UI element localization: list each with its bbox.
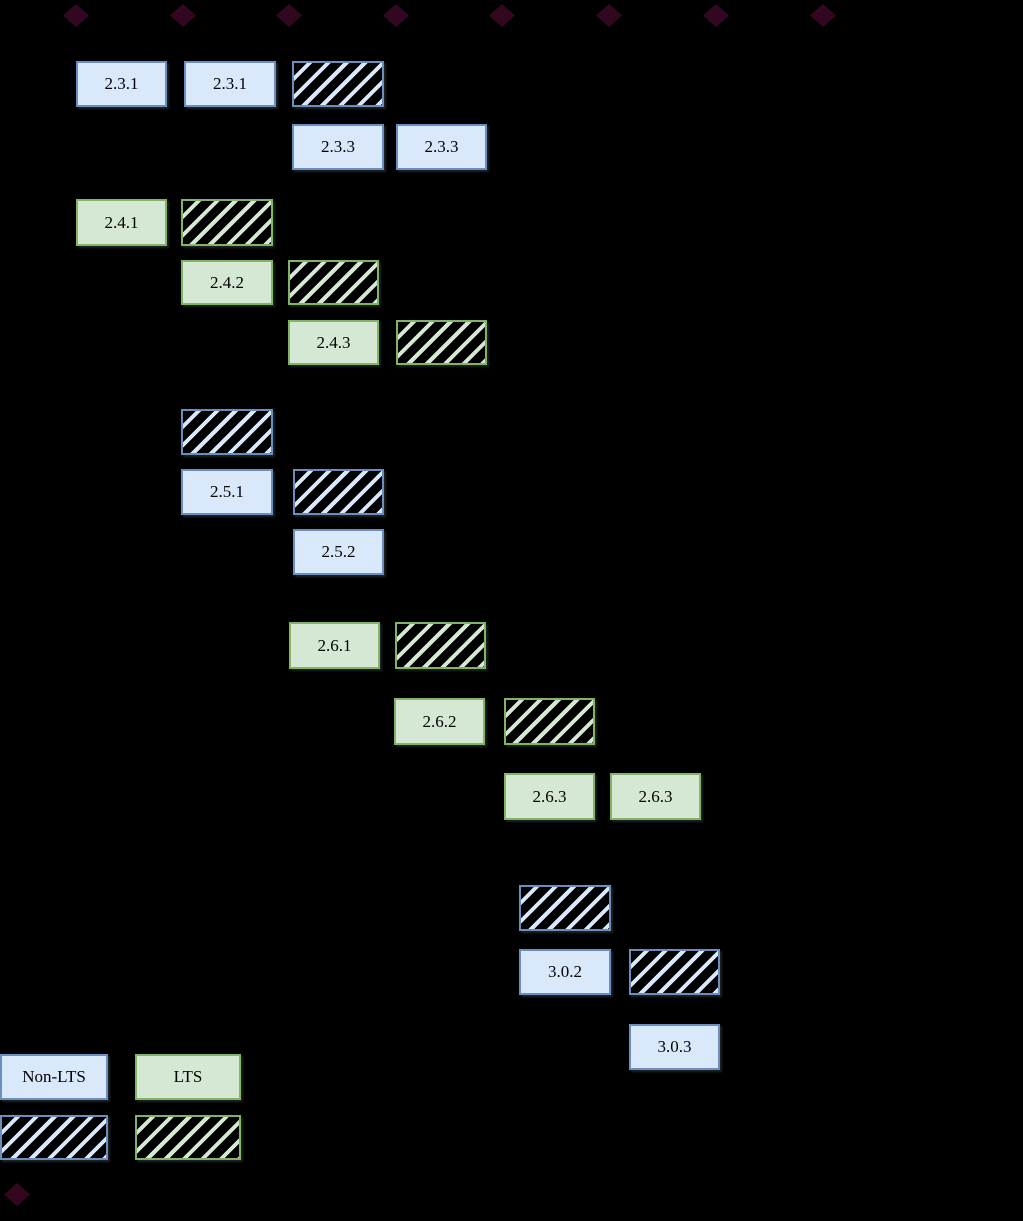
legend-non-lts-hatched-box bbox=[0, 1115, 108, 1160]
version-box-2-3-1-a: 2.3.1 bbox=[76, 61, 167, 107]
milestone-diamond-icon bbox=[63, 4, 89, 27]
version-box-2-3-3-a: 2.3.3 bbox=[292, 124, 384, 170]
version-box-2-5-1: 2.5.1 bbox=[181, 469, 273, 515]
hatched-box-2-4-1 bbox=[181, 199, 273, 246]
version-box-2-6-1: 2.6.1 bbox=[289, 622, 380, 669]
version-box-3-0-2: 3.0.2 bbox=[519, 949, 611, 995]
box-label: 2.3.1 bbox=[104, 74, 139, 93]
milestone-diamond-icon bbox=[4, 1183, 30, 1206]
box-label: 2.3.3 bbox=[424, 137, 459, 156]
box-label: 2.5.2 bbox=[321, 542, 356, 561]
box-label: 2.5.1 bbox=[210, 482, 244, 501]
milestone-diamond-icon bbox=[383, 4, 409, 27]
hatched-box-3-0-2 bbox=[629, 949, 720, 995]
box-label: 3.0.2 bbox=[548, 962, 582, 981]
version-box-3-0-3: 3.0.3 bbox=[629, 1024, 720, 1070]
legend-lts-hatched-box bbox=[135, 1115, 241, 1160]
legend-non-lts-box: Non-LTS bbox=[0, 1054, 108, 1100]
hatched-box-2-3-row bbox=[292, 61, 384, 107]
hatched-box-2-5-1 bbox=[293, 469, 384, 515]
version-box-2-4-3: 2.4.3 bbox=[288, 320, 379, 365]
version-box-2-4-2: 2.4.2 bbox=[181, 260, 273, 305]
hatched-box-3-0-row bbox=[519, 885, 611, 931]
version-box-2-4-1: 2.4.1 bbox=[76, 199, 167, 246]
milestone-diamond-icon bbox=[703, 4, 729, 27]
box-label: 2.6.3 bbox=[638, 786, 673, 806]
box-label: 2.6.2 bbox=[422, 711, 457, 731]
milestone-diamond-icon bbox=[596, 4, 622, 27]
box-label: LTS bbox=[173, 1067, 203, 1086]
box-label: 2.4.3 bbox=[316, 332, 351, 352]
hatched-box-2-4-3 bbox=[396, 320, 487, 365]
milestone-diamond-icon bbox=[170, 4, 196, 27]
hatched-box-2-6-1 bbox=[395, 622, 486, 669]
box-label: 2.3.1 bbox=[213, 74, 247, 93]
milestone-diamond-icon bbox=[276, 4, 302, 27]
box-label: 3.0.3 bbox=[657, 1037, 692, 1056]
hatched-box-2-6-2 bbox=[504, 698, 595, 745]
version-box-2-6-3-a: 2.6.3 bbox=[504, 773, 595, 820]
box-label: 2.6.1 bbox=[317, 635, 352, 655]
milestone-diamond-icon bbox=[810, 4, 836, 27]
legend-lts-box: LTS bbox=[135, 1054, 241, 1100]
version-box-2-5-2: 2.5.2 bbox=[293, 529, 384, 575]
milestone-diamond-icon bbox=[489, 4, 515, 27]
hatched-box-2-5-row bbox=[181, 409, 273, 455]
version-box-2-6-2: 2.6.2 bbox=[394, 698, 485, 745]
hatched-box-2-4-2 bbox=[288, 260, 379, 305]
version-box-2-3-1-b: 2.3.1 bbox=[184, 61, 276, 107]
version-box-2-6-3-b: 2.6.3 bbox=[610, 773, 701, 820]
box-label: 2.6.3 bbox=[532, 786, 567, 806]
box-label: Non-LTS bbox=[22, 1067, 86, 1086]
box-label: 2.4.2 bbox=[210, 272, 244, 292]
box-label: 2.3.3 bbox=[321, 137, 355, 156]
version-box-2-3-3-b: 2.3.3 bbox=[396, 124, 487, 170]
box-label: 2.4.1 bbox=[104, 212, 139, 232]
